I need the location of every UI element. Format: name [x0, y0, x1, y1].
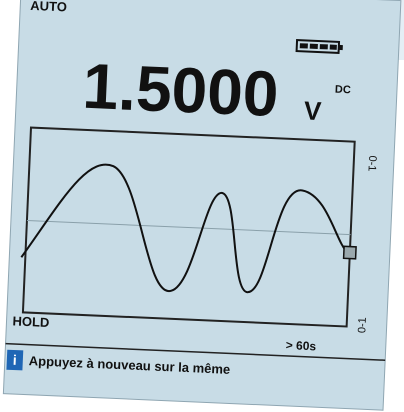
scale-top: 0-1 — [366, 155, 379, 171]
duration-label: > 60s — [285, 338, 316, 353]
reading-unit: V — [303, 95, 322, 126]
mode-label: AUTO — [30, 0, 67, 14]
scale-bottom: 0-1 — [356, 317, 369, 333]
info-divider — [5, 342, 386, 361]
waveform — [20, 163, 349, 294]
center-line — [26, 219, 351, 236]
battery-icon — [295, 39, 343, 54]
cursor-marker — [342, 245, 357, 260]
coupling-label: DC — [335, 84, 351, 97]
hold-label: HOLD — [12, 313, 49, 330]
info-icon — [6, 349, 24, 371]
reading-value: 1.5000 — [81, 50, 280, 130]
info-icon-letter: i — [13, 352, 18, 368]
